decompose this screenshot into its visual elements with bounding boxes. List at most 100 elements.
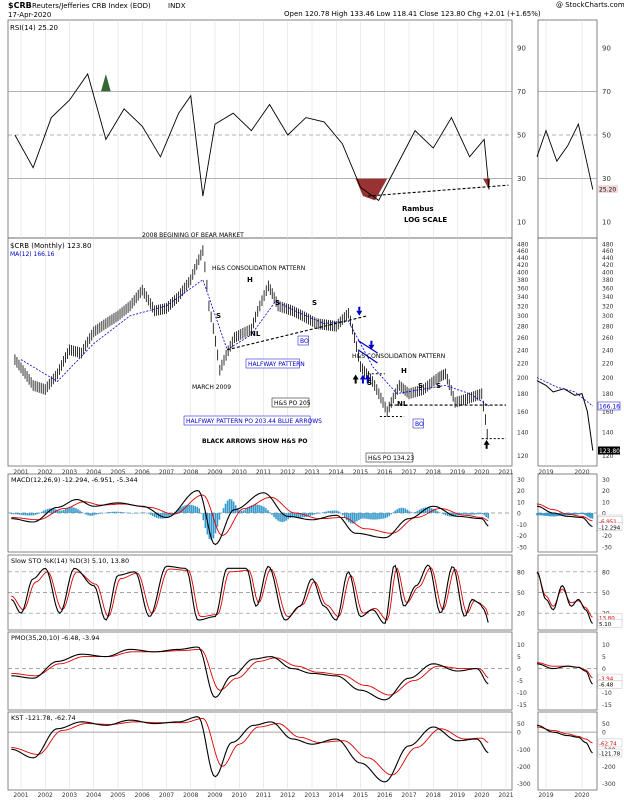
macd-histogram-bar (158, 513, 160, 519)
macd-histogram-bar (83, 513, 85, 514)
macd-histogram-bar (331, 510, 334, 513)
xaxis-year-label: 2019 (450, 469, 465, 476)
kst-tick-label: 50 (517, 721, 525, 728)
price-side-tick-label: 220 (602, 361, 614, 368)
black-arrow-up-stem (354, 379, 357, 384)
macd-histogram-bar (483, 513, 485, 516)
xaxis-year-label: 2010 (232, 469, 247, 476)
price-tick-label: 340 (517, 294, 529, 301)
macd-histogram-bar (111, 511, 114, 513)
macd-histogram-bar (410, 512, 413, 513)
macd-histogram-bar (438, 512, 441, 513)
macd-histogram-bar (40, 511, 43, 513)
price-tick-label: 400 (517, 269, 529, 276)
macd-tick-label: -20 (517, 533, 527, 540)
macd-histogram-bar (117, 511, 120, 513)
kst-side-tick-label: -200 (602, 764, 616, 771)
kst-signal-line (11, 718, 489, 776)
macd-histogram-bar (190, 504, 192, 513)
rsi-side-tick-label: 70 (602, 88, 611, 96)
price-tick-label: 300 (517, 313, 529, 320)
macd-histogram-bar (250, 505, 253, 513)
macd-histogram-bar (95, 513, 97, 515)
macd-histogram-bar (93, 513, 95, 516)
price-side-line (536, 380, 594, 451)
header-name: Reuters/Jefferies CRB Index (EOD) (32, 2, 151, 10)
macd-histogram-bar (202, 513, 205, 521)
rsi-side-line (536, 122, 594, 190)
blue-arrow-up-stem (366, 379, 369, 384)
macd-histogram-bar (71, 507, 73, 513)
rsi-annotation-log-scale: LOG SCALE (404, 216, 447, 224)
rsi-line (14, 72, 490, 202)
macd-histogram-bar (368, 513, 370, 520)
halfway-top-line (357, 339, 378, 354)
macd-histogram-bar (467, 513, 469, 515)
rsi-tick-label: 90 (517, 44, 526, 52)
macd-side-histogram-bar (582, 513, 585, 515)
macd-histogram-bar (184, 505, 186, 513)
price-annotation: H&S PO 134.23 (368, 455, 414, 462)
macd-histogram-bar (440, 513, 443, 514)
pmo-tick-label: 10 (517, 642, 525, 649)
macd-histogram-bar (63, 509, 65, 513)
macd-side-histogram-bar (561, 513, 564, 516)
macd-histogram-bar (291, 513, 293, 518)
macd-histogram-bar (469, 513, 471, 515)
blue-arrow-down-stem (370, 340, 373, 345)
macd-histogram-bar (36, 513, 39, 515)
pmo-main-line (11, 646, 489, 701)
rsi-annotation-bear-market: 2008 BEGINING OF BEAR MARKET (142, 232, 244, 239)
macd-histogram-bar (449, 513, 451, 517)
macd-side-histogram-bar (587, 513, 589, 517)
price-side-tick-label: 280 (602, 324, 614, 331)
macd-histogram-bar (200, 513, 203, 514)
macd-histogram-bar (354, 513, 356, 523)
price-annotation-box (365, 452, 414, 463)
price-annotation-box (271, 397, 310, 408)
halfway-bottom-line (357, 349, 378, 364)
macd-histogram-bar (305, 513, 308, 517)
macd-histogram-bar (485, 513, 487, 518)
macd-histogram-bar (101, 513, 104, 514)
price-side-tick-label: 400 (602, 269, 614, 276)
macd-histogram-bar (261, 505, 263, 513)
price-side-tick-label: 480 (602, 242, 614, 249)
macd-histogram-bar (343, 513, 346, 518)
xaxis-bottom-year-label: 2006 (135, 792, 150, 799)
macd-last-value: -6.951 (599, 519, 617, 525)
sto-signal-line (11, 567, 489, 621)
price-side-tick-label: 320 (602, 303, 614, 310)
macd-histogram-bar (265, 508, 267, 513)
macd-histogram-bar (65, 508, 67, 513)
macd-histogram-bar (325, 511, 328, 513)
macd-histogram-bar (341, 513, 344, 516)
macd-histogram-bar (418, 509, 421, 513)
macd-histogram-bar (115, 511, 118, 513)
macd-side-histogram-bar (573, 513, 576, 515)
macd-histogram-bar (473, 513, 475, 515)
macd-histogram-bar (424, 507, 427, 513)
macd-histogram-bar (50, 508, 53, 513)
macd-histogram-bar (168, 513, 170, 517)
xaxis-year-label: 2001 (13, 469, 28, 476)
macd-histogram-bar (107, 512, 110, 513)
macd-histogram-bar (471, 513, 473, 515)
macd-histogram-bar (271, 513, 273, 515)
macd-histogram-bar (232, 501, 235, 513)
macd-histogram-bar (143, 512, 146, 513)
macd-side-histogram-bar (536, 513, 538, 516)
macd-histogram-bar (384, 513, 386, 519)
price-side-tick-label: 340 (602, 294, 614, 301)
macd-histogram-bar (216, 513, 219, 527)
macd-side-histogram-bar (581, 513, 583, 515)
rsi-tick-label: 10 (517, 219, 526, 227)
macd-histogram-bar (335, 510, 338, 513)
pmo-side-tick-label: 5 (602, 654, 606, 661)
macd-histogram-bar (277, 513, 279, 521)
macd-histogram-bar (103, 512, 106, 514)
xaxis-year-label: 2002 (38, 469, 53, 476)
rsi-overbought-fill (101, 73, 111, 92)
macd-histogram-bar (176, 510, 178, 513)
macd-histogram-bar (428, 507, 431, 513)
